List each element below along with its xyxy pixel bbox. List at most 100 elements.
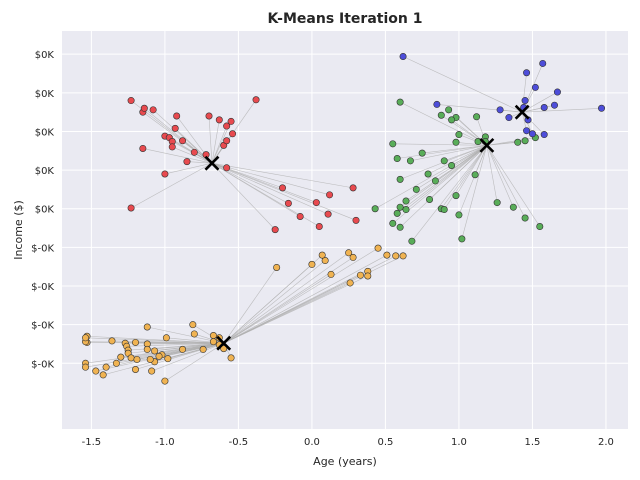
- data-point: [393, 155, 401, 163]
- data-point: [392, 252, 400, 260]
- data-point: [127, 354, 135, 362]
- data-point: [164, 355, 172, 363]
- data-point: [536, 223, 544, 231]
- data-point: [179, 137, 187, 145]
- data-point: [540, 104, 548, 112]
- data-point: [189, 321, 197, 329]
- connector-line: [223, 267, 277, 344]
- data-point: [550, 101, 558, 109]
- connector-line: [410, 145, 487, 162]
- data-point: [220, 345, 228, 353]
- centroid-marker: [216, 335, 232, 351]
- data-point: [161, 170, 169, 178]
- data-point: [396, 98, 404, 106]
- connector-line: [164, 342, 224, 382]
- data-point: [190, 148, 198, 156]
- connector-line: [142, 148, 213, 164]
- connector-line: [397, 145, 488, 214]
- connector-line: [397, 145, 487, 159]
- data-point: [540, 131, 548, 139]
- data-point: [402, 197, 410, 205]
- data-point: [399, 53, 407, 61]
- data-point: [168, 143, 176, 151]
- connector-line: [223, 282, 351, 344]
- data-point: [143, 323, 151, 331]
- data-point: [139, 144, 147, 152]
- data-point: [146, 355, 154, 363]
- x-tick-label: -1.5: [82, 437, 102, 448]
- data-point: [271, 226, 279, 234]
- centroid-marker: [204, 155, 220, 171]
- data-point: [523, 69, 531, 77]
- data-point: [396, 175, 404, 183]
- data-point: [349, 184, 357, 192]
- data-point: [82, 334, 90, 342]
- y-tick-label: $0K: [35, 205, 55, 216]
- connector-line: [443, 145, 488, 210]
- connector-line: [399, 145, 488, 228]
- data-point: [448, 161, 456, 169]
- connector-line: [427, 145, 487, 175]
- data-point: [155, 352, 163, 360]
- connector-line: [85, 337, 224, 344]
- data-point: [345, 249, 353, 257]
- data-point: [102, 363, 110, 371]
- y-tick-label: $-0K: [31, 243, 54, 254]
- x-tick-label: 0.0: [304, 437, 320, 448]
- x-tick-label: -0.5: [229, 437, 249, 448]
- connector-line: [486, 145, 498, 203]
- data-point: [321, 257, 329, 265]
- connector-line: [223, 254, 388, 344]
- data-point: [223, 164, 231, 172]
- connector-line: [211, 162, 276, 230]
- data-point: [402, 206, 410, 214]
- data-point: [396, 203, 404, 211]
- connector-line: [522, 107, 602, 113]
- data-point: [149, 106, 157, 114]
- connector-line: [461, 145, 488, 239]
- data-point: [408, 237, 416, 245]
- connector-line: [402, 56, 523, 113]
- data-point: [371, 205, 379, 213]
- connector-line: [186, 161, 212, 164]
- connector-line: [211, 162, 354, 189]
- centroid-stroke: [514, 104, 530, 120]
- y-tick-labels: $-0K $-0K $-0K $-0K $0K $0K $0K $0K $0K: [31, 50, 54, 370]
- data-point: [458, 235, 466, 243]
- plot-background: [62, 31, 628, 429]
- chart-title: K-Means Iteration 1: [268, 11, 423, 27]
- data-points: [82, 53, 606, 385]
- data-point: [179, 345, 187, 353]
- connector-line: [374, 145, 488, 210]
- data-point: [509, 203, 517, 211]
- connector-line: [455, 145, 488, 196]
- connector-line: [522, 107, 545, 113]
- connector-line: [211, 119, 220, 164]
- y-tick-label: $-0K: [31, 321, 54, 332]
- data-point: [284, 199, 292, 207]
- data-point: [318, 251, 326, 259]
- y-tick-label: $0K: [35, 89, 55, 100]
- data-point: [273, 263, 281, 271]
- data-point: [426, 195, 434, 203]
- connector-line: [208, 115, 213, 164]
- data-point: [223, 137, 231, 145]
- data-point: [440, 206, 448, 214]
- connector-line: [486, 145, 541, 227]
- connector-line: [486, 145, 514, 208]
- connector-line: [436, 104, 523, 113]
- data-point: [315, 223, 323, 231]
- connector-line: [211, 125, 227, 164]
- connector-line: [392, 143, 487, 146]
- data-point: [190, 330, 198, 338]
- data-point: [452, 192, 460, 200]
- connector-line: [486, 141, 518, 146]
- data-point: [132, 338, 140, 346]
- data-point: [452, 138, 460, 146]
- data-point: [312, 199, 320, 207]
- connector-line: [211, 162, 357, 221]
- data-point: [393, 209, 401, 217]
- connector-line: [85, 341, 224, 344]
- data-point: [493, 199, 501, 207]
- x-axis-label: Age (years): [313, 455, 377, 468]
